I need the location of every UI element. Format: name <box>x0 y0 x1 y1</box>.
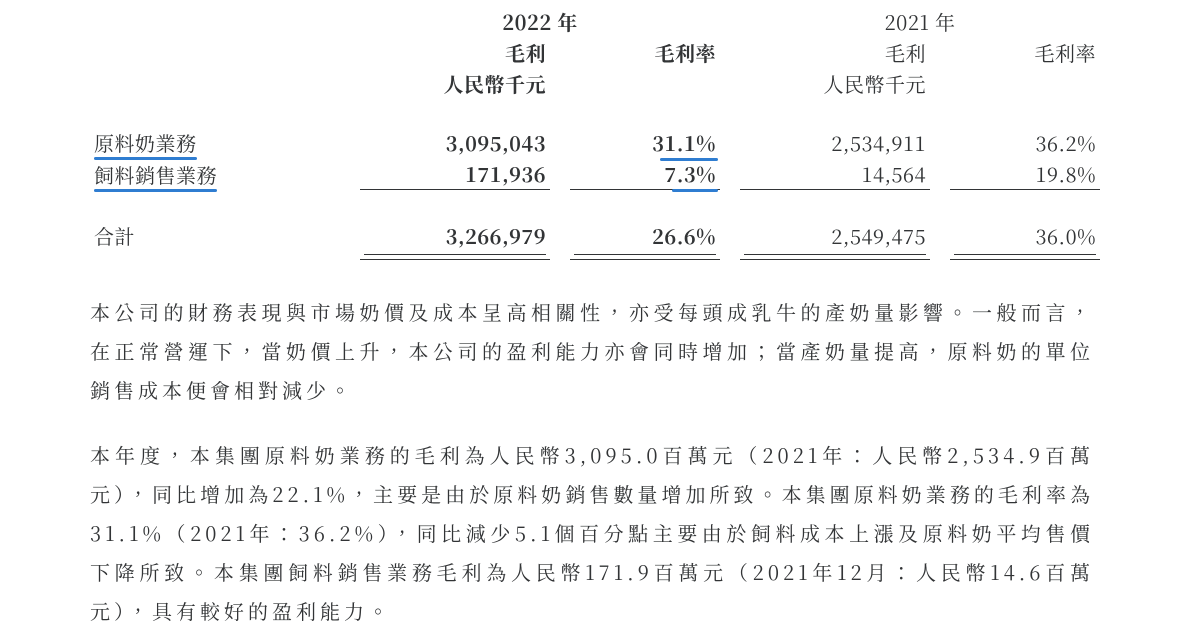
financial-table: 2022 年 2021 年 毛利 毛利率 毛利 毛利率 人民幣千元 人民幣千元 … <box>90 6 1100 260</box>
cell-gp2021: 2,534,911 <box>740 127 930 158</box>
rule-total-top <box>90 251 1100 260</box>
hdr-gp-2022: 毛利 <box>360 37 550 68</box>
cell-gp2022: 3,095,043 <box>360 127 550 158</box>
hdr-gpm-2022: 毛利率 <box>570 37 720 68</box>
row-label: 飼料銷售業務 <box>90 158 360 190</box>
table-row: 原料奶業務 3,095,043 31.1% 2,534,911 36.2% <box>90 127 1100 158</box>
hdr-gp-2021: 毛利 <box>740 37 930 68</box>
hdr-unit-2022: 人民幣千元 <box>360 68 550 99</box>
paragraph: 本年度，本集團原料奶業務的毛利為人民幣3,095.0百萬元（2021年：人民幣2… <box>90 435 1094 630</box>
row-label: 原料奶業務 <box>90 127 360 158</box>
cell-gp2022: 171,936 <box>360 158 550 190</box>
hdr-year-2021: 2021 年 <box>740 6 1100 37</box>
hdr-year-2022: 2022 年 <box>360 6 720 37</box>
hdr-gpm-2021: 毛利率 <box>950 37 1100 68</box>
document-page: 2022 年 2021 年 毛利 毛利率 毛利 毛利率 人民幣千元 人民幣千元 … <box>0 0 1184 630</box>
cell-gpm2021: 36.0% <box>950 220 1100 251</box>
cell-gp2022: 3,266,979 <box>360 220 550 251</box>
header-row-year: 2022 年 2021 年 <box>90 6 1100 37</box>
cell-gp2021: 2,549,475 <box>740 220 930 251</box>
cell-gpm2022: 26.6% <box>570 220 720 251</box>
cell-gpm2021: 36.2% <box>950 127 1100 158</box>
header-row-measure: 毛利 毛利率 毛利 毛利率 <box>90 37 1100 68</box>
cell-gpm2022: 31.1% <box>570 127 720 158</box>
cell-gpm2021: 19.8% <box>950 158 1100 190</box>
row-label: 合計 <box>90 220 360 251</box>
hdr-unit-2021: 人民幣千元 <box>740 68 930 99</box>
table-row-total: 合計 3,266,979 26.6% 2,549,475 36.0% <box>90 220 1100 251</box>
cell-gp2021: 14,564 <box>740 158 930 190</box>
cell-gpm2022: 7.3% <box>570 158 720 190</box>
paragraph: 本公司的財務表現與市場奶價及成本呈高相關性，亦受每頭成乳牛的產奶量影響。一般而言… <box>90 292 1094 409</box>
header-row-unit: 人民幣千元 人民幣千元 <box>90 68 1100 99</box>
table-row: 飼料銷售業務 171,936 7.3% 14,564 19.8% <box>90 158 1100 190</box>
